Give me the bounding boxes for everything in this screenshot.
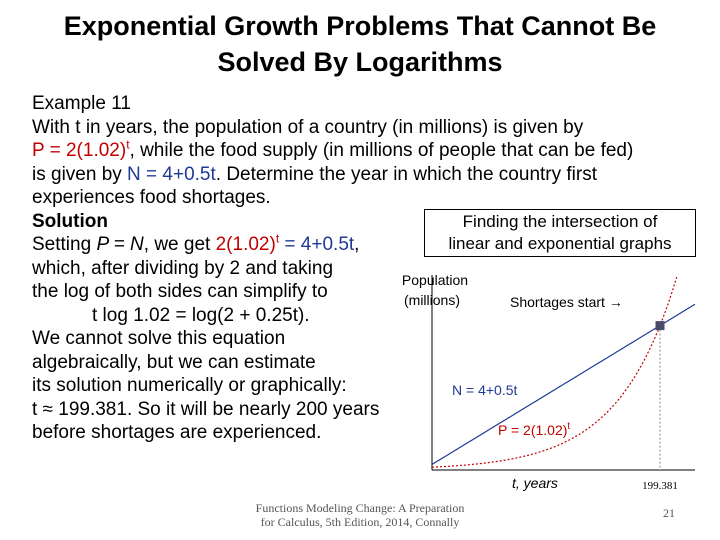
intersection-point (655, 321, 665, 331)
text-line-14: before shortages are experienced. (32, 422, 322, 443)
y-axis-label: Population (402, 272, 468, 288)
population-formula: P = 2(1.02)t (32, 137, 130, 161)
slide-title: Exponential Growth Problems That Cannot … (63, 11, 657, 77)
text-line-6: Setting P = N, we get 2(1.02)t = 4+0.5t, (32, 231, 360, 255)
linear-series-label: N = 4+0.5t (452, 382, 517, 398)
exp-series-label: P = 2(1.02)t (498, 421, 570, 438)
graph-caption: Finding the intersection of linear and e… (424, 209, 696, 257)
x-axis-label: t, years (512, 475, 558, 491)
text-line-4: experiences food shortages. (32, 187, 271, 208)
text-line-3: is given by N = 4+0.5t. Determine the ye… (32, 163, 597, 185)
text-line-7: which, after dividing by 2 and taking (32, 257, 334, 279)
exponential-series-line (432, 276, 678, 468)
text-line-8: the log of both sides can simplify to (32, 281, 328, 302)
food-formula: N = 4+0.5t (127, 163, 216, 185)
text-line-2: P = 2(1.02)t, while the food supply (in … (32, 137, 634, 161)
log-equation: t log 1.02 = log(2 + 0.25t). (92, 304, 310, 326)
footer-citation: Functions Modeling Change: A Preparation… (255, 501, 465, 529)
intersection-graph: Population (millions) Shortages start → … (402, 272, 696, 492)
solution-label: Solution (32, 210, 108, 232)
text-line-13: t ≈ 199.381. So it will be nearly 200 ye… (32, 398, 380, 420)
example-label: Example 11 (32, 93, 131, 114)
x-tick-label: 199.381 (642, 480, 678, 492)
slide-body: Example 11 With t in years, the populati… (32, 92, 682, 445)
shortages-label: Shortages start → (510, 294, 623, 310)
text-line-10: We cannot solve this equation (32, 328, 286, 349)
linear-series-line (431, 303, 696, 465)
text-line-11: algebraically, but we can estimate (32, 351, 316, 373)
text-line-12: its solution numerically or graphically: (32, 375, 347, 396)
page-number: 21 (663, 506, 675, 520)
y-axis-label-units: (millions) (404, 292, 460, 308)
text-line-1: With t in years, the population of a cou… (32, 116, 584, 138)
